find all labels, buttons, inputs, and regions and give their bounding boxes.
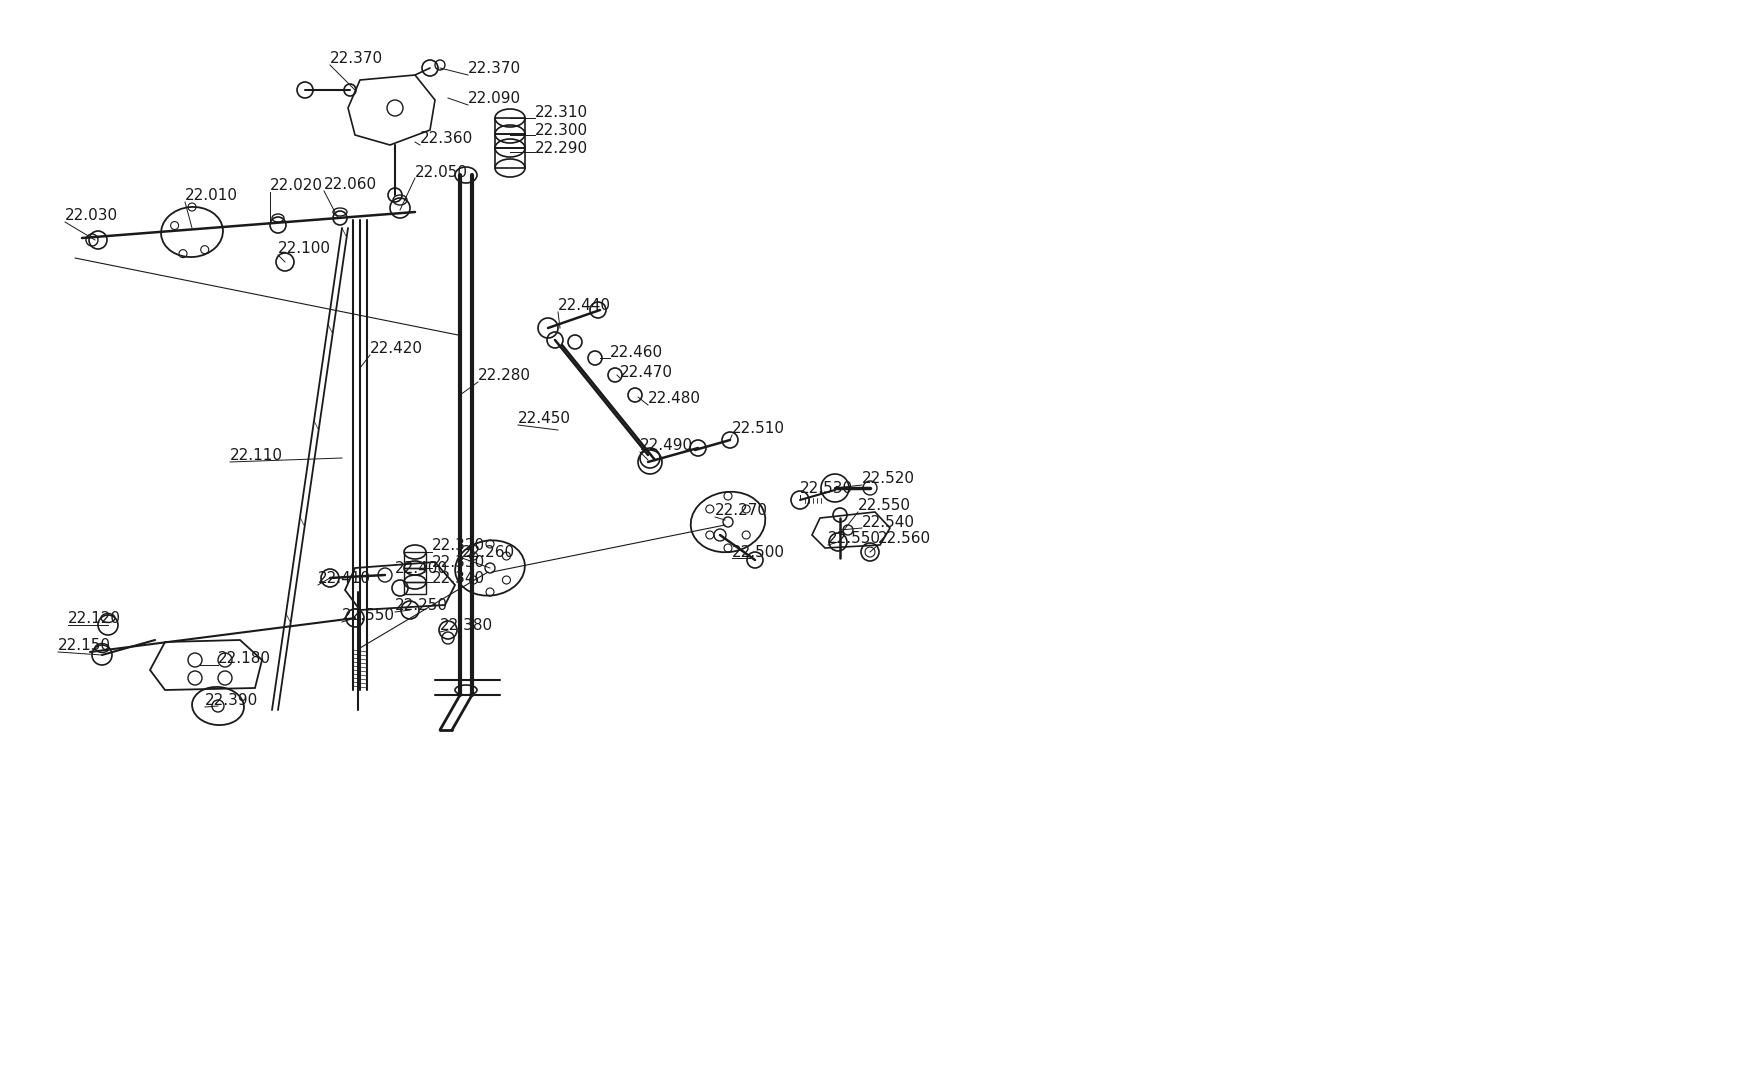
Text: 22.530: 22.530 — [800, 481, 854, 496]
Text: 22.540: 22.540 — [863, 514, 915, 530]
Text: 22.330: 22.330 — [432, 555, 485, 569]
Text: 22.010: 22.010 — [186, 187, 238, 203]
Text: 22.370: 22.370 — [467, 61, 522, 75]
Text: 22.550: 22.550 — [858, 497, 912, 512]
Bar — [495, 118, 525, 134]
Text: 22.510: 22.510 — [732, 421, 786, 436]
Text: 22.310: 22.310 — [536, 105, 588, 120]
Bar — [404, 582, 425, 594]
Bar — [495, 134, 525, 148]
Text: 22.380: 22.380 — [439, 618, 493, 632]
Text: 22.150: 22.150 — [58, 638, 110, 653]
Text: 22.370: 22.370 — [331, 50, 383, 65]
Text: 22.390: 22.390 — [205, 692, 259, 707]
Text: 22.030: 22.030 — [65, 207, 119, 222]
Text: 22.120: 22.120 — [68, 610, 121, 626]
Text: 22.290: 22.290 — [536, 141, 588, 156]
Text: 22.300: 22.300 — [536, 122, 588, 137]
Text: 22.260: 22.260 — [462, 545, 514, 559]
Text: 22.420: 22.420 — [369, 340, 424, 355]
Text: 22.250: 22.250 — [396, 597, 448, 613]
Text: 22.490: 22.490 — [640, 437, 693, 452]
Text: 22.470: 22.470 — [620, 364, 674, 379]
Bar — [404, 552, 425, 568]
Text: 22.410: 22.410 — [318, 570, 371, 585]
Text: 22.270: 22.270 — [716, 502, 768, 518]
Text: 22.320: 22.320 — [432, 537, 485, 553]
Text: 22.340: 22.340 — [432, 570, 485, 585]
Text: 22.500: 22.500 — [732, 545, 786, 559]
Bar — [495, 148, 525, 168]
Text: 22.460: 22.460 — [611, 344, 663, 360]
Text: 22.060: 22.060 — [324, 177, 378, 192]
Text: 22.020: 22.020 — [270, 178, 324, 193]
Text: 22.450: 22.450 — [518, 411, 570, 425]
Text: 22.400: 22.400 — [396, 560, 448, 576]
Text: 22.480: 22.480 — [648, 390, 702, 405]
Text: 22.550: 22.550 — [341, 607, 396, 622]
Text: 22.110: 22.110 — [229, 448, 284, 462]
Text: 22.280: 22.280 — [478, 367, 530, 383]
Bar — [404, 568, 425, 582]
Text: 22.440: 22.440 — [558, 298, 611, 313]
Text: 22.550: 22.550 — [828, 531, 880, 545]
Text: 22.360: 22.360 — [420, 131, 473, 145]
Text: 22.100: 22.100 — [278, 241, 331, 255]
Text: 22.050: 22.050 — [415, 165, 467, 180]
Text: 22.560: 22.560 — [878, 531, 931, 545]
Text: 22.520: 22.520 — [863, 471, 915, 485]
Text: 22.090: 22.090 — [467, 90, 522, 106]
Text: 22.180: 22.180 — [219, 651, 271, 666]
